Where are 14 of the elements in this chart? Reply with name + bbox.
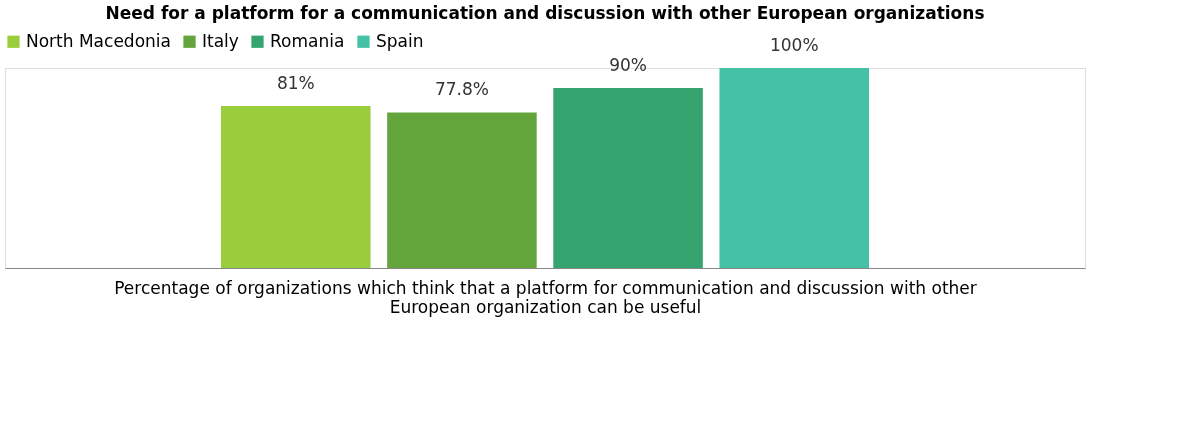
bar: [387, 112, 537, 268]
bar: [553, 88, 703, 268]
chart-title: Need for a platform for a communication and discussion with other European organizations: [105, 3, 985, 23]
data-label: 100%: [769, 35, 819, 55]
legend-label: Spain: [376, 30, 424, 51]
legend-label: Italy: [202, 30, 239, 51]
x-axis-title: Percentage of organizations which think that a platform for communication and discussion with other European organization can be useful: [114, 277, 977, 317]
data-label: 77.8%: [434, 79, 489, 100]
legend-label: North Macedonia: [26, 30, 171, 51]
data-label: 90%: [609, 55, 647, 75]
legend-label: Romania: [270, 30, 345, 51]
bar: [719, 68, 869, 268]
data-label: 81%: [276, 73, 315, 93]
bar: [221, 106, 371, 268]
